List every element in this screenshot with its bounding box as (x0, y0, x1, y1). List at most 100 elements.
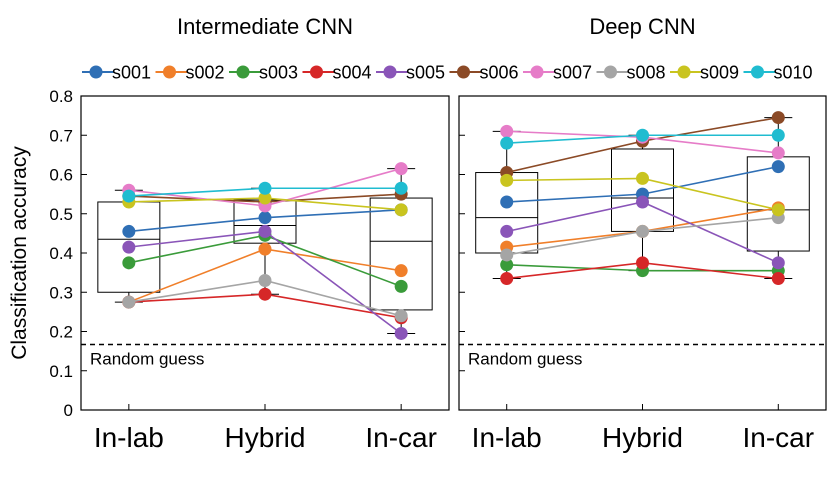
panel-title: Deep CNN (589, 14, 695, 39)
series-s004 (500, 256, 785, 286)
legend-item-s005: s005 (376, 63, 445, 83)
data-point (636, 171, 649, 185)
series-s010 (122, 181, 408, 203)
x-tick-label: In-lab (472, 422, 542, 453)
y-tick-label: 0.7 (49, 126, 73, 145)
data-point (771, 272, 785, 286)
data-point (500, 173, 514, 187)
series-s005 (122, 224, 408, 340)
legend-label: s001 (112, 63, 151, 83)
series-s008 (122, 273, 408, 323)
legend-item-s002: s002 (155, 63, 225, 83)
legend-marker (604, 65, 617, 79)
legend-item-s004: s004 (302, 63, 372, 83)
legend-item-s008: s008 (596, 63, 666, 83)
legend-label: s004 (333, 63, 372, 83)
y-tick-label: 0.1 (49, 362, 73, 381)
data-point (122, 240, 136, 254)
data-point (122, 256, 136, 270)
y-tick-label: 0.4 (49, 244, 73, 263)
x-tick-label: In-car (365, 422, 437, 453)
data-point (636, 128, 649, 142)
y-tick-label: 0 (64, 401, 73, 420)
data-point (394, 264, 408, 278)
data-point (258, 211, 272, 225)
data-point (500, 272, 514, 286)
series-s005 (500, 195, 785, 270)
y-axis-label: Classification accuracy (8, 146, 31, 360)
data-point (500, 124, 514, 138)
data-point (394, 162, 408, 176)
data-point (771, 160, 785, 174)
data-point (394, 203, 408, 217)
legend-label: s002 (186, 63, 225, 83)
legend-label: s005 (406, 63, 445, 83)
legend-marker (383, 65, 397, 79)
data-point (636, 195, 649, 209)
random-guess-label: Random guess (468, 349, 582, 368)
data-point (122, 295, 136, 309)
legend-marker (751, 65, 764, 79)
data-point (122, 224, 136, 238)
data-point (394, 181, 408, 195)
series-s010 (500, 128, 785, 150)
legend-item-s007: s007 (523, 63, 592, 83)
series-s008 (500, 211, 785, 262)
legend-marker (163, 65, 176, 79)
y-tick-label: 0.2 (49, 323, 73, 342)
legend-label: s009 (700, 63, 739, 83)
data-point (258, 181, 272, 195)
series-s006 (500, 111, 785, 180)
legend-item-s003: s003 (229, 63, 298, 83)
legend-label: s008 (627, 63, 666, 83)
data-point (636, 224, 649, 238)
panel-intermediate-cnn: Intermediate CNN 0 0.1 0.2 0.3 0.4 0.5 0.6 0.7 0.… (49, 14, 450, 453)
data-point (394, 309, 408, 323)
legend-marker (89, 65, 103, 79)
legend-label: s003 (259, 63, 298, 83)
data-point (500, 224, 514, 238)
data-point (636, 256, 649, 270)
legend-marker (236, 65, 250, 79)
legend-label: s007 (553, 63, 592, 83)
x-tick-label: Hybrid (602, 422, 683, 453)
legend-item-s009: s009 (670, 63, 739, 83)
legend-label: s006 (480, 63, 519, 83)
y-tick-label: 0.5 (49, 205, 73, 224)
legend-marker (530, 65, 544, 79)
data-point (394, 279, 408, 293)
data-point (258, 242, 272, 256)
data-point (258, 191, 272, 205)
data-point (500, 248, 514, 262)
series-s007 (122, 162, 408, 213)
data-point (258, 273, 272, 287)
data-point (500, 258, 514, 272)
legend-label: s010 (774, 63, 813, 83)
data-point (771, 203, 785, 217)
legend-item-s001: s001 (82, 63, 151, 83)
data-point (771, 256, 785, 270)
data-point (258, 224, 272, 238)
random-guess-label: Random guess (90, 349, 204, 368)
data-point (122, 189, 136, 203)
y-tick-label: 0.6 (49, 166, 73, 185)
x-tick-label: In-lab (94, 422, 164, 453)
x-tick-label: In-car (743, 422, 815, 453)
data-point (394, 326, 408, 340)
legend-marker (310, 65, 323, 79)
data-point (771, 146, 785, 160)
data-point (771, 111, 785, 125)
legend-marker (457, 65, 470, 79)
panel-title: Intermediate CNN (177, 14, 353, 39)
data-point (500, 136, 514, 150)
panel-deep-cnn: Deep CNN In-lab Hybrid In-car Random guess (458, 14, 827, 453)
y-tick-label: 0.8 (49, 87, 73, 106)
series-s009 (500, 171, 785, 217)
data-point (500, 195, 514, 209)
data-point (258, 287, 272, 301)
y-tick-label: 0.3 (49, 283, 73, 302)
data-point (771, 128, 785, 142)
legend-item-s006: s006 (449, 63, 519, 83)
legend-marker (677, 65, 691, 79)
